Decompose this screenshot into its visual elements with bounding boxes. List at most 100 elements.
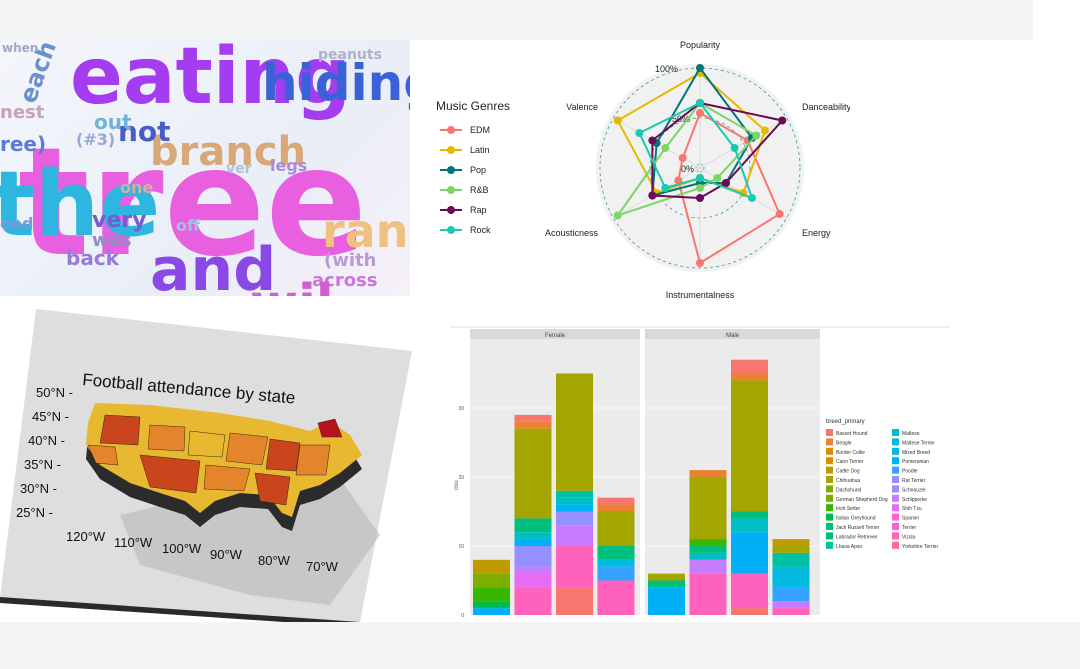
lat-label: 25°N - bbox=[16, 505, 53, 520]
lat-label: 40°N - bbox=[28, 433, 65, 448]
legend-swatch bbox=[892, 485, 899, 493]
word-3: (#3) bbox=[76, 130, 116, 149]
bar-segment bbox=[514, 573, 552, 588]
word-one: one bbox=[120, 178, 154, 197]
legend-swatch bbox=[892, 457, 899, 465]
radar-legend-title: Music Genres bbox=[436, 99, 510, 113]
bar-segment bbox=[772, 601, 810, 609]
bar-segment bbox=[514, 546, 552, 567]
radar-axis-label: Energy bbox=[802, 228, 831, 238]
radar-spoke bbox=[699, 117, 787, 169]
word-ree: ree) bbox=[0, 132, 47, 156]
lat-label: 35°N - bbox=[24, 457, 61, 472]
radar-point bbox=[661, 184, 670, 192]
legend-swatch bbox=[826, 541, 833, 549]
bar-segment bbox=[597, 546, 635, 560]
bar-segment bbox=[731, 608, 768, 615]
radar-point bbox=[713, 174, 722, 182]
word-with: (with bbox=[324, 250, 377, 271]
word-across: across bbox=[312, 270, 378, 291]
radar-point bbox=[696, 109, 704, 117]
legend-swatch bbox=[826, 485, 833, 493]
bar-segment bbox=[648, 587, 685, 615]
bar-segment bbox=[689, 559, 727, 574]
radar-gridline-center bbox=[695, 163, 705, 173]
facet-strip bbox=[470, 329, 640, 339]
bar-segment bbox=[556, 504, 593, 512]
legend-swatch bbox=[892, 513, 899, 521]
bar-segment bbox=[648, 573, 685, 581]
lon-label: 100°W bbox=[162, 541, 202, 556]
bar-segment bbox=[514, 421, 552, 429]
word-not: not bbox=[118, 115, 171, 148]
legend-swatch bbox=[892, 504, 899, 512]
radar-point bbox=[696, 64, 704, 72]
map-state-region bbox=[99, 414, 141, 446]
bar-segment bbox=[689, 552, 727, 560]
bar-segment bbox=[731, 511, 768, 519]
legend-dot bbox=[447, 186, 455, 194]
word-nest: nest bbox=[0, 102, 45, 123]
lon-label: 80°W bbox=[258, 553, 291, 568]
word-ver: ver bbox=[226, 161, 252, 177]
legend-swatch bbox=[892, 466, 899, 474]
lat-label: 30°N - bbox=[20, 481, 57, 496]
bar-segment bbox=[597, 580, 635, 615]
legend-swatch bbox=[826, 457, 833, 465]
radar-point bbox=[696, 259, 704, 267]
map-state-region bbox=[147, 424, 186, 452]
radar-point bbox=[721, 179, 730, 187]
map-state-region bbox=[87, 444, 119, 466]
lon-label: 120°W bbox=[66, 529, 106, 544]
word-back: back bbox=[66, 246, 119, 270]
radar-point bbox=[674, 176, 683, 185]
bar-segment bbox=[556, 511, 593, 526]
bar-segment bbox=[556, 587, 593, 615]
legend-breed-label: Rat Terrier bbox=[902, 478, 926, 484]
legend-breed-label: Poodle bbox=[902, 469, 918, 475]
legend-breed-label: Labrador Retriever bbox=[836, 534, 878, 540]
legend-breed-label: Mixed Breed bbox=[902, 450, 930, 456]
radar-tick-label: 0% bbox=[681, 164, 694, 174]
bar-segment bbox=[473, 608, 510, 615]
lon-label: 110°W bbox=[114, 535, 153, 550]
lon-label: 70°W bbox=[306, 559, 339, 574]
bar-segment bbox=[731, 373, 768, 381]
lon-label: 90°W bbox=[210, 547, 243, 562]
bar-segment bbox=[597, 566, 635, 581]
bar-segment bbox=[597, 497, 635, 505]
bar-segment bbox=[772, 608, 810, 615]
legend-breed-label: Vizsla bbox=[902, 534, 915, 540]
bar-segment bbox=[772, 539, 810, 546]
legend-dot bbox=[447, 166, 455, 174]
legend-swatch bbox=[892, 541, 899, 549]
map-state-region bbox=[225, 432, 269, 466]
legend-breed-label: Schipperke bbox=[902, 497, 927, 503]
legend-label-rb: R&B bbox=[470, 185, 489, 195]
legend-swatch bbox=[892, 523, 899, 530]
radar-point bbox=[696, 174, 704, 182]
bar-segment bbox=[772, 587, 810, 602]
word-when: when bbox=[2, 41, 39, 55]
legend-swatch bbox=[892, 494, 899, 502]
legend-breed-label: Italian Greyhound bbox=[836, 516, 876, 522]
legend-breed-label: Chihuahua bbox=[836, 478, 860, 484]
word-out: out bbox=[94, 110, 132, 134]
bar-segment bbox=[689, 546, 727, 553]
word-wil: wil bbox=[250, 278, 334, 296]
radar-point bbox=[613, 116, 622, 125]
map-state-region bbox=[265, 438, 301, 472]
bar-segment bbox=[731, 380, 768, 512]
legend-label-edm: EDM bbox=[470, 125, 490, 135]
bar-segment bbox=[689, 477, 727, 540]
radar-point bbox=[613, 211, 622, 220]
radar-point bbox=[696, 194, 704, 202]
map-state-region bbox=[139, 454, 201, 494]
facet-strip-label: Male bbox=[726, 333, 740, 339]
y-tick-label: 30 bbox=[458, 406, 464, 412]
legend-swatch bbox=[892, 532, 899, 540]
bar-segment bbox=[772, 546, 810, 553]
legend-dot bbox=[447, 226, 455, 234]
legend-breed-label: Beagle bbox=[836, 440, 852, 446]
word-was: was bbox=[92, 230, 132, 251]
